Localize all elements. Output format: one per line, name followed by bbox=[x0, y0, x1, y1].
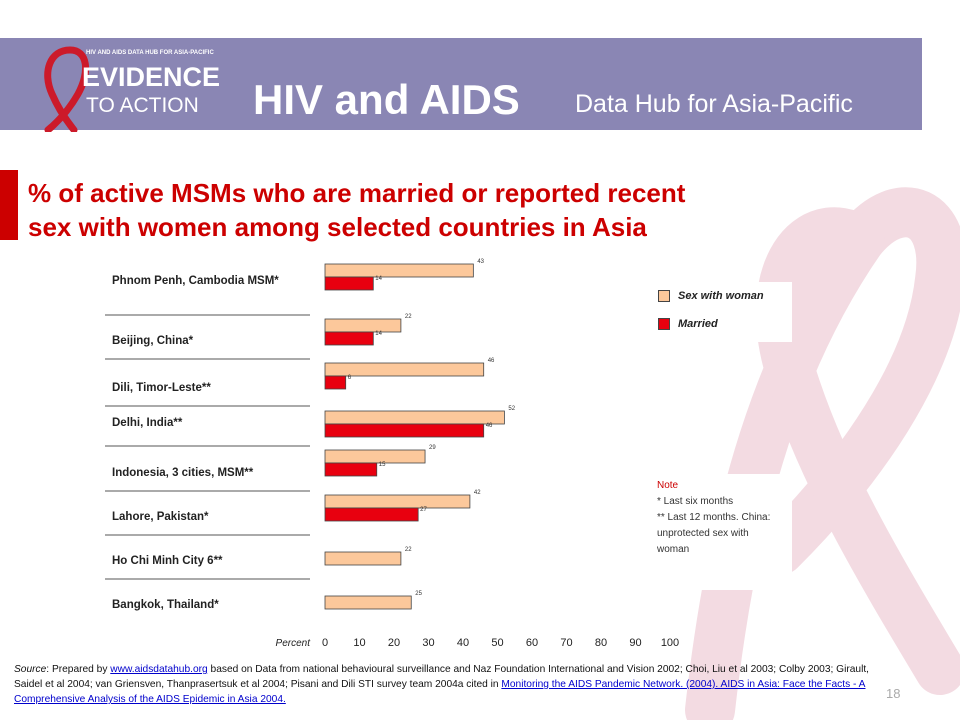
legend-swatch-married bbox=[658, 318, 670, 331]
x-tick-label: 10 bbox=[353, 637, 365, 649]
data-label-married: 46 bbox=[486, 423, 493, 429]
bar-married bbox=[324, 276, 374, 291]
note-line: ** Last 12 months. China: bbox=[657, 512, 771, 523]
x-tick-label: 100 bbox=[661, 637, 679, 649]
data-label-sex-with-woman: 43 bbox=[477, 259, 484, 265]
monitoring-aids-link[interactable]: Monitoring the AIDS Pandemic Network. (2… bbox=[14, 679, 866, 705]
note-title: Note bbox=[657, 480, 679, 491]
legend-label-sex-with-woman: Sex with woman bbox=[678, 290, 764, 302]
x-tick-label: 70 bbox=[560, 637, 572, 649]
x-tick-label: 20 bbox=[388, 637, 400, 649]
bar-sex-with-woman bbox=[324, 551, 402, 566]
bar-married bbox=[324, 507, 419, 522]
bar-married bbox=[324, 331, 374, 346]
data-label-sex-with-woman: 46 bbox=[488, 358, 495, 364]
note-box: Note * Last six months ** Last 12 months… bbox=[652, 474, 792, 590]
chart-legend: Sex with woman Married bbox=[652, 282, 792, 342]
hub-subtitle: Data Hub for Asia-Pacific bbox=[575, 90, 853, 118]
note-line: woman bbox=[657, 544, 690, 555]
data-label-sex-with-woman: 29 bbox=[429, 445, 436, 451]
bar-sex-with-woman bbox=[324, 449, 426, 464]
x-tick-label: 30 bbox=[422, 637, 434, 649]
evidence-to-action-logo: HIV AND AIDS DATA HUB FOR ASIA-PACIFIC E… bbox=[44, 46, 220, 132]
bar-married bbox=[324, 462, 378, 477]
data-label-married: 14 bbox=[375, 276, 382, 282]
note-line: unprotected sex with bbox=[657, 528, 749, 539]
slide-title: % of active MSMs who are married or repo… bbox=[28, 176, 888, 244]
data-label-married: 15 bbox=[379, 462, 386, 468]
hub-title: HIV and AIDS bbox=[253, 76, 520, 123]
aidsdatahub-link[interactable]: www.aidsdatahub.org bbox=[110, 664, 208, 675]
source-text-1: : Prepared by bbox=[46, 664, 111, 675]
data-label-sex-with-woman: 52 bbox=[508, 406, 515, 412]
x-tick-label: 50 bbox=[491, 637, 503, 649]
legend-swatch-sex-with-woman bbox=[658, 290, 670, 303]
x-axis-label: Percent bbox=[276, 638, 312, 649]
page-number: 18 bbox=[886, 686, 901, 701]
logo-evidence-text: EVIDENCE bbox=[82, 62, 220, 92]
category-label: Delhi, India** bbox=[112, 417, 183, 429]
data-label-sex-with-woman: 25 bbox=[415, 591, 422, 597]
bar-married bbox=[324, 375, 347, 390]
title-accent-bar bbox=[0, 170, 18, 240]
logo-to-action-text: TO ACTION bbox=[86, 94, 199, 117]
category-label: Bangkok, Thailand* bbox=[112, 599, 219, 611]
slide-title-line-1: % of active MSMs who are married or repo… bbox=[28, 178, 686, 208]
bar-sex-with-woman bbox=[324, 410, 505, 425]
category-label: Phnom Penh, Cambodia MSM* bbox=[112, 275, 279, 287]
bar-sex-with-woman bbox=[324, 595, 412, 610]
bar-sex-with-woman bbox=[324, 263, 474, 278]
category-label: Dili, Timor-Leste** bbox=[112, 382, 211, 394]
logo-top-text: HIV AND AIDS DATA HUB FOR ASIA-PACIFIC bbox=[86, 50, 214, 56]
x-tick-label: 90 bbox=[629, 637, 641, 649]
category-label: Indonesia, 3 cities, MSM** bbox=[112, 467, 254, 479]
bar-married bbox=[324, 423, 485, 438]
data-label-married: 14 bbox=[375, 331, 382, 337]
x-tick-label: 0 bbox=[322, 637, 328, 649]
data-label-married: 27 bbox=[420, 507, 427, 513]
data-label-sex-with-woman: 22 bbox=[405, 314, 412, 320]
category-label: Beijing, China* bbox=[112, 335, 194, 347]
legend-label-married: Married bbox=[678, 318, 718, 330]
x-tick-label: 40 bbox=[457, 637, 469, 649]
bar-sex-with-woman bbox=[324, 494, 471, 509]
data-label-sex-with-woman: 42 bbox=[474, 490, 481, 496]
bar-sex-with-woman bbox=[324, 362, 485, 377]
slide-title-line-2: sex with women among selected countries … bbox=[28, 212, 647, 242]
category-label: Ho Chi Minh City 6** bbox=[112, 555, 223, 567]
data-label-married: 6 bbox=[348, 375, 352, 381]
x-tick-label: 60 bbox=[526, 637, 538, 649]
source-prefix: Source bbox=[14, 664, 47, 675]
note-line: * Last six months bbox=[657, 496, 734, 507]
source-text-2: based on Data from national behavioural … bbox=[14, 664, 869, 690]
data-label-sex-with-woman: 22 bbox=[405, 547, 412, 553]
legend-item-sex-with-woman: Sex with woman bbox=[658, 290, 764, 303]
bar-chart: Phnom Penh, Cambodia MSM* 43 14 Beijing, Ch… bbox=[105, 259, 679, 649]
header-band bbox=[0, 38, 922, 130]
legend-item-married: Married bbox=[658, 318, 718, 331]
source-citation: Source: Prepared by www.aidsdatahub.org … bbox=[14, 662, 894, 707]
x-tick-label: 80 bbox=[595, 637, 607, 649]
category-panel bbox=[105, 260, 310, 623]
category-label: Lahore, Pakistan* bbox=[112, 511, 209, 523]
bar-sex-with-woman bbox=[324, 318, 402, 333]
